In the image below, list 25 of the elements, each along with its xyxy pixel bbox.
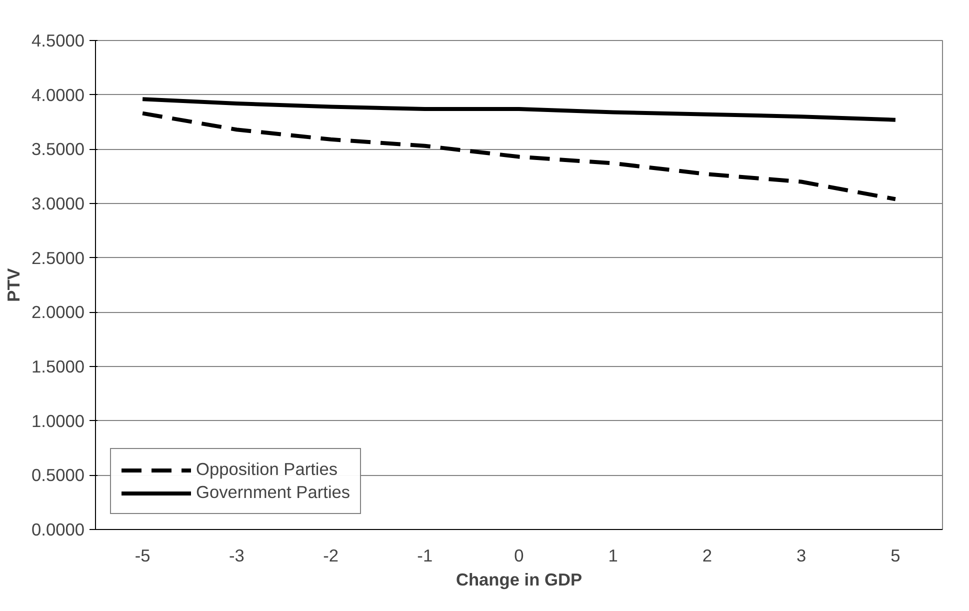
y-tick-label: 2.0000 — [32, 302, 84, 322]
x-tick-label: -3 — [228, 546, 244, 566]
line-series — [140, 97, 898, 122]
x-tick-label: 5 — [890, 546, 900, 566]
line-series — [140, 111, 898, 202]
x-axis-title: Change in GDP — [456, 570, 582, 590]
legend-label: Government Parties — [196, 482, 350, 503]
y-tick-label: 0.5000 — [32, 465, 84, 486]
y-tick-label: 4.0000 — [32, 84, 84, 105]
y-tick-label: 2.5000 — [32, 248, 84, 268]
x-tick-label: 2 — [702, 546, 712, 566]
y-tick-label: 0.0000 — [32, 520, 84, 540]
y-tick-label: 3.5000 — [32, 139, 84, 160]
y-tick-label: 1.5000 — [32, 356, 84, 376]
y-tick-label: 4.5000 — [32, 30, 84, 50]
y-tick-label: 1.0000 — [32, 410, 84, 431]
x-tick-label: 0 — [514, 546, 524, 566]
x-tick-label: -2 — [323, 546, 338, 566]
x-tick-label: -5 — [134, 546, 150, 566]
x-tick-label: 1 — [608, 546, 618, 566]
y-axis-title: PTV — [4, 268, 24, 302]
x-tick-label: 3 — [796, 546, 806, 566]
legend-label: Opposition Parties — [196, 459, 338, 480]
y-tick-label: 3.0000 — [32, 194, 84, 214]
x-tick-label: -1 — [417, 546, 433, 566]
